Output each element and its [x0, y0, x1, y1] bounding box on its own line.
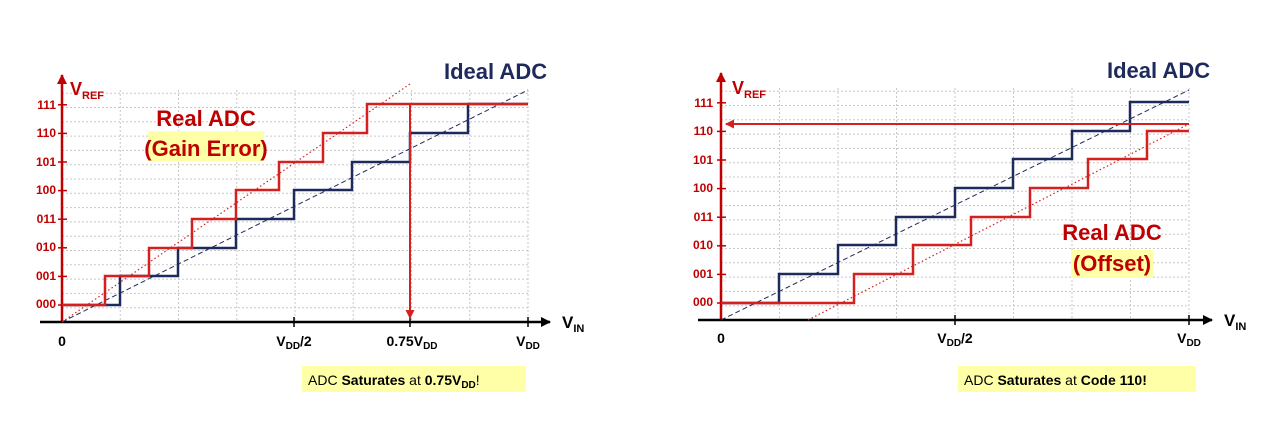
right-grid: [720, 88, 1190, 321]
left-y-tick-labels: 000 001 010 011 100 101 110 111: [36, 98, 56, 311]
left-real-title-line1: Real ADC: [156, 106, 256, 131]
left-real-title-line2: (Gain Error): [144, 136, 267, 161]
right-ideal-title: Ideal ADC: [1107, 58, 1210, 83]
left-tick-label-110: 110: [37, 126, 57, 140]
right-tick-label-100: 100: [693, 181, 713, 195]
left-tick-label-011: 011: [37, 212, 57, 226]
left-tick-label-101: 101: [36, 155, 56, 169]
right-tick-label-011: 011: [694, 210, 714, 224]
right-y-ticks: [717, 102, 726, 304]
right-x-label-zero: 0: [717, 330, 725, 346]
left-real-title-highlight: [148, 131, 264, 161]
right-diagram: 000 001 010 011 100 101 110 111 Ideal AD…: [693, 58, 1246, 392]
left-x-label-half: VDD/2: [276, 333, 312, 352]
right-real-title-line1: Real ADC: [1062, 220, 1162, 245]
right-x-label-vdd: VDD: [1177, 330, 1201, 349]
right-y-axis-label: VREF: [732, 78, 766, 101]
right-tick-label-001: 001: [693, 267, 713, 281]
left-x-label-075: 0.75VDD: [386, 333, 437, 352]
left-tick-label-000: 000: [36, 297, 56, 311]
right-x-label-half: VDD/2: [937, 330, 973, 349]
right-y-tick-labels: 000 001 010 011 100 101 110 111: [693, 96, 713, 309]
left-ideal-title: Ideal ADC: [444, 59, 547, 84]
left-tick-label-111: 111: [37, 98, 56, 112]
left-x-label-vdd: VDD: [516, 333, 540, 352]
right-tick-label-000: 000: [693, 295, 713, 309]
left-x-axis-label: VIN: [562, 313, 584, 335]
left-tick-label-001: 001: [36, 269, 56, 283]
left-saturation-note: ADC Saturates at 0.75VDD!: [308, 372, 480, 391]
right-note-highlight: [958, 366, 1196, 392]
right-real-title-highlight: [1071, 250, 1153, 278]
right-real-reference-line: [807, 123, 1190, 321]
left-tick-label-100: 100: [36, 183, 56, 197]
left-grid: [61, 90, 529, 323]
right-saturation-note: ADC Saturates at Code 110!: [964, 372, 1147, 388]
left-x-label-zero: 0: [58, 333, 66, 349]
right-x-axis-label: VIN: [1224, 311, 1246, 333]
left-diagram: 000 001 010 011 100 101 110 111 Ideal AD…: [36, 59, 584, 392]
right-real-title-line2: (Offset): [1073, 251, 1151, 276]
right-x-ticks: [954, 315, 1190, 325]
left-note-highlight: [302, 366, 526, 392]
left-real-staircase: [62, 102, 528, 307]
right-real-staircase: [721, 129, 1189, 305]
right-tick-label-111: 111: [694, 96, 713, 110]
right-tick-label-101: 101: [693, 153, 713, 167]
right-tick-label-110: 110: [694, 124, 714, 138]
left-y-ticks: [58, 104, 67, 306]
left-tick-label-010: 010: [36, 240, 56, 254]
right-ideal-staircase: [721, 100, 1189, 305]
left-y-axis-label: VREF: [70, 79, 104, 102]
right-tick-label-010: 010: [693, 238, 713, 252]
